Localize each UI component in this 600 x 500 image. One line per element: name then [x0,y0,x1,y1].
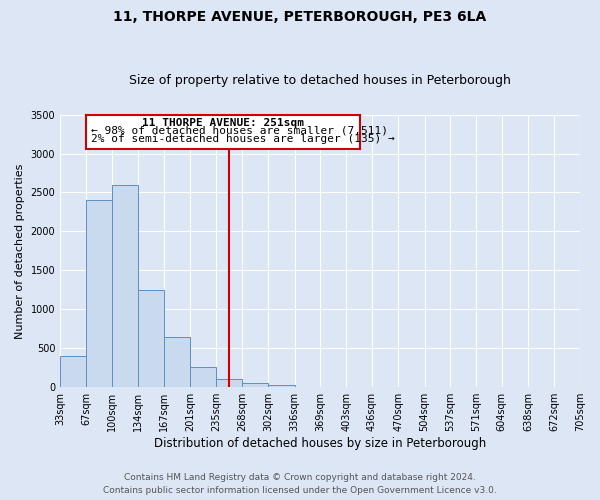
Bar [86,200,112,387]
Bar [190,367,217,387]
Bar [138,290,164,387]
X-axis label: Distribution of detached houses by size in Peterborough: Distribution of detached houses by size … [154,437,486,450]
Text: 11, THORPE AVENUE, PETERBOROUGH, PE3 6LA: 11, THORPE AVENUE, PETERBOROUGH, PE3 6LA [113,10,487,24]
Bar [217,380,242,387]
Text: ← 98% of detached houses are smaller (7,511): ← 98% of detached houses are smaller (7,… [91,126,388,136]
Bar [164,336,190,387]
Y-axis label: Number of detached properties: Number of detached properties [15,163,25,338]
Text: 2% of semi-detached houses are larger (135) →: 2% of semi-detached houses are larger (1… [91,134,395,144]
Bar [242,382,268,387]
Bar [60,356,86,387]
Bar [268,385,295,387]
FancyBboxPatch shape [86,116,359,149]
Text: 11 THORPE AVENUE: 251sqm: 11 THORPE AVENUE: 251sqm [142,118,304,128]
Bar [112,184,138,387]
Text: Contains HM Land Registry data © Crown copyright and database right 2024.
Contai: Contains HM Land Registry data © Crown c… [103,473,497,495]
Title: Size of property relative to detached houses in Peterborough: Size of property relative to detached ho… [129,74,511,87]
